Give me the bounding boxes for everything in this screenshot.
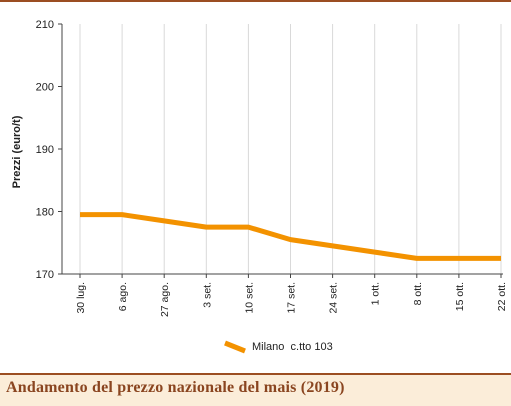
top-rule	[0, 0, 511, 2]
x-tick-label: 22 ott.	[496, 282, 508, 311]
y-axis-label: Prezzi (euro/t)	[11, 115, 23, 188]
legend-swatch	[224, 340, 246, 354]
x-tick-label: 1 ott.	[370, 282, 382, 305]
x-tick-label: 6 ago.	[117, 282, 129, 311]
x-tick-label: 10 set.	[243, 282, 255, 314]
y-tick-label: 180	[36, 207, 54, 219]
figure-caption-bar: Andamento del prezzo nazionale del mais …	[0, 373, 511, 406]
x-tick-label: 8 ott.	[412, 282, 424, 305]
x-tick-label: 27 ago.	[159, 282, 171, 317]
y-tick-label: 170	[36, 269, 54, 281]
x-axis-ticks: 30 lug. 6 ago. 27 ago. 3 set. 10 set. 17 set.…	[75, 274, 508, 317]
y-tick-label: 190	[36, 144, 54, 156]
series-points	[79, 214, 502, 259]
grid-lines	[79, 24, 502, 274]
x-tick-label: 30 lug.	[75, 282, 87, 314]
line-chart: 170 180 190 200 210 30 lug. 6 ago. 27 ago. 3 se…	[11, 19, 508, 317]
legend-label: Milano c.tto 103	[252, 341, 333, 353]
y-tick-label: 210	[36, 19, 54, 31]
x-tick-label: 24 set.	[328, 282, 340, 314]
x-tick-label: 17 set.	[286, 282, 298, 314]
figure-caption: Andamento del prezzo nazionale del mais …	[6, 379, 345, 396]
legend: Milano c.tto 103	[224, 340, 333, 354]
x-tick-label: 15 ott.	[454, 282, 466, 311]
x-tick-label: 3 set.	[201, 282, 213, 308]
y-axis-ticks: 170 180 190 200 210	[36, 19, 62, 281]
y-tick-label: 200	[36, 82, 54, 94]
